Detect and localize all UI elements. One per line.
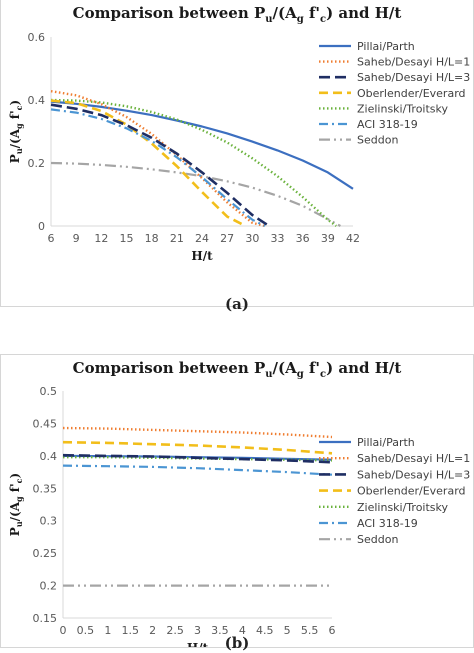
chart-b-x-tick-label: 3.5 — [211, 624, 229, 637]
chart-a-x-tick-label: 12 — [94, 232, 108, 245]
chart-b-legend-label-1: Pillai/Parth — [357, 436, 415, 449]
chart-a-series-line-4 — [50, 99, 247, 228]
chart-b-y-tick-label: 0.25 — [33, 547, 58, 560]
chart-b-x-tick-label: 5.5 — [301, 624, 319, 637]
chart-b-y-tick-label: 0.35 — [33, 482, 58, 495]
chart-a-x-tick-label: 36 — [296, 232, 310, 245]
chart-b-legend-label-6: ACI 318-19 — [357, 517, 418, 530]
chart-b-series-line-4 — [62, 440, 333, 455]
chart-b-legend-label-5: Zielinski/Troitsky — [357, 501, 448, 514]
chart-a-legend-label-5: Zielinski/Troitsky — [357, 102, 448, 115]
chart-a-x-tick-label: 6 — [48, 232, 55, 245]
chart-a-x-tick-label: 9 — [73, 232, 80, 245]
chart-b-x-tick-label: 4.5 — [256, 624, 274, 637]
chart-b-x-axis-label: H/t — [187, 641, 209, 647]
chart-b-y-tick-label: 0.45 — [33, 417, 58, 430]
caption-b: (b) — [224, 634, 250, 652]
chart-b-x-tick-label: 1.5 — [122, 624, 140, 637]
chart-a-x-tick-label: 39 — [321, 232, 335, 245]
chart-b-series-line-3 — [62, 453, 333, 464]
chart-b-legend-label-2: Saheb/Desayi H/L=1 — [357, 452, 470, 465]
chart-a-panel: Comparison between Pu/(Ag f'c) and H/t 6 9… — [0, 0, 474, 307]
chart-b-svg: Comparison between Pu/(Ag f'c) and H/t0 0… — [8, 359, 470, 647]
chart-b-x-tick-label: 3 — [194, 624, 201, 637]
caption-a: (a) — [225, 295, 249, 313]
chart-a-legend-label-1: Pillai/Parth — [357, 40, 415, 53]
chart-b-panel: Comparison between Pu/(Ag f'c) and H/t 0 0… — [0, 354, 474, 648]
chart-a-series-line-1 — [50, 100, 354, 190]
chart-b-y-tick-label: 0.3 — [40, 515, 58, 528]
chart-a-x-tick-label: 24 — [195, 232, 209, 245]
chart-a-series-line-5 — [50, 98, 337, 227]
chart-a-series-line-3 — [50, 103, 270, 228]
chart-a-legend-label-7: Seddon — [357, 134, 398, 147]
chart-b-x-tick-label: 6 — [329, 624, 336, 637]
chart-b-x-tick-label: 0.5 — [77, 624, 95, 637]
chart-a-y-tick-label: 0.6 — [28, 31, 46, 44]
chart-a-x-tick-label: 30 — [245, 232, 259, 245]
chart-a-x-tick-label: 27 — [220, 232, 234, 245]
chart-a-x-tick-label: 42 — [346, 232, 360, 245]
chart-a-legend-label-4: Oberlender/Everard — [357, 87, 466, 100]
chart-a-x-tick-label: 18 — [145, 232, 159, 245]
chart-b-x-tick-label: 5 — [284, 624, 291, 637]
chart-a-x-tick-label: 21 — [170, 232, 184, 245]
chart-a-y-axis-label: Pu/(Ag f'c) — [8, 100, 24, 163]
chart-b-title: Comparison between Pu/(Ag f'c) and H/t — [73, 359, 402, 380]
chart-a-x-tick-label: 15 — [120, 232, 134, 245]
chart-a-series-line-7 — [50, 161, 341, 227]
chart-b-y-tick-label: 0.4 — [40, 450, 58, 463]
chart-a-svg: Comparison between Pu/(Ag f'c) and H/t 6 9… — [8, 4, 470, 263]
chart-a-y-tick-label: 0.2 — [28, 157, 46, 170]
chart-b-x-tick-label: 0 — [60, 624, 67, 637]
chart-b-y-tick-label: 0.15 — [33, 612, 58, 625]
chart-a-legend-label-3: Saheb/Desayi H/L=3 — [357, 71, 470, 84]
chart-b-x-tick-label: 1 — [104, 624, 111, 637]
chart-b-legend-label-3: Saheb/Desayi H/L=3 — [357, 468, 470, 481]
chart-a-x-axis-label: H/t — [191, 249, 213, 263]
chart-a-legend-label-6: ACI 318-19 — [357, 118, 418, 131]
chart-b-series-line-2 — [62, 426, 333, 439]
chart-b-legend-label-7: Seddon — [357, 533, 398, 546]
chart-a-legend-label-2: Saheb/Desayi H/L=1 — [357, 56, 470, 69]
chart-a-series-line-2 — [50, 90, 266, 228]
chart-b-x-tick-label: 2 — [149, 624, 156, 637]
chart-b-x-tick-label: 2.5 — [166, 624, 184, 637]
chart-a-x-tick-label: 33 — [271, 232, 285, 245]
chart-b-y-axis-label: Pu/(Ag f'c) — [8, 473, 24, 536]
chart-a-title: Comparison between Pu/(Ag f'c) and H/t — [73, 4, 402, 25]
chart-b-series-line-6 — [62, 464, 333, 476]
chart-b-y-tick-label: 0.5 — [40, 385, 58, 398]
chart-b-x-tick-label: 4 — [239, 624, 246, 637]
chart-b-legend-label-4: Oberlender/Everard — [357, 485, 466, 498]
chart-a-y-tick-label: 0.4 — [28, 94, 46, 107]
chart-b-y-tick-label: 0.2 — [40, 580, 58, 593]
chart-a-y-tick-label: 0 — [38, 220, 45, 233]
chart-a-series-line-6 — [50, 108, 266, 227]
